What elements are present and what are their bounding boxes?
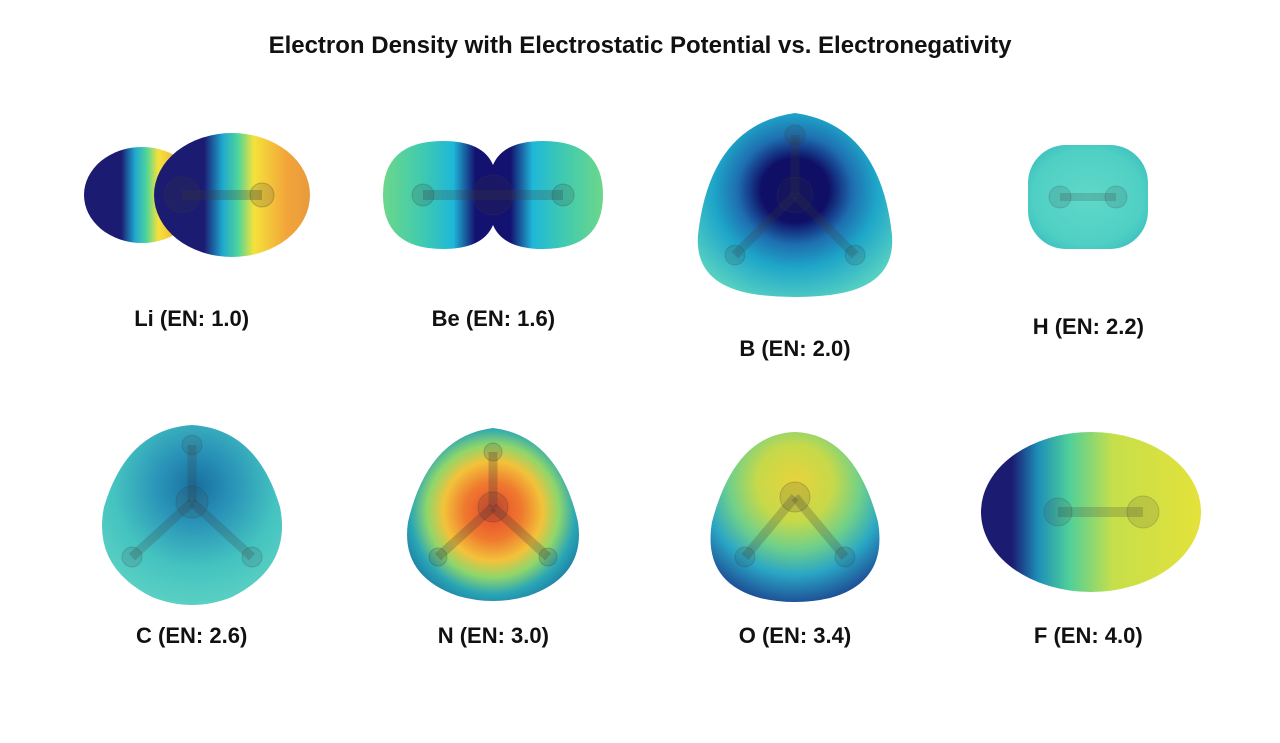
viz-n [353, 407, 633, 617]
viz-b [663, 90, 926, 320]
cell-li: Li (EN: 1.0) [60, 90, 323, 397]
label-n: N (EN: 3.0) [438, 623, 549, 649]
cell-b: B (EN: 2.0) [663, 90, 926, 397]
label-b: B (EN: 2.0) [739, 336, 850, 362]
label-c: C (EN: 2.6) [136, 623, 247, 649]
cell-o: O (EN: 3.4) [663, 407, 926, 714]
label-h: H (EN: 2.2) [1033, 314, 1144, 340]
cell-n: N (EN: 3.0) [353, 407, 633, 714]
cell-f: F (EN: 4.0) [957, 407, 1220, 714]
label-o: O (EN: 3.4) [739, 623, 851, 649]
cell-c: C (EN: 2.6) [60, 407, 323, 714]
viz-c [60, 407, 323, 617]
cell-h: H (EN: 2.2) [957, 90, 1220, 397]
viz-li [60, 90, 323, 300]
cell-be: Be (EN: 1.6) [353, 90, 633, 397]
label-be: Be (EN: 1.6) [432, 306, 555, 332]
viz-h [957, 90, 1220, 300]
label-f: F (EN: 4.0) [1034, 623, 1143, 649]
molecule-grid: Li (EN: 1.0) [60, 90, 1220, 713]
viz-o [663, 407, 926, 617]
viz-f [957, 407, 1220, 617]
page-title: Electron Density with Electrostatic Pote… [0, 32, 1280, 60]
viz-be [353, 90, 633, 300]
label-li: Li (EN: 1.0) [134, 306, 249, 332]
